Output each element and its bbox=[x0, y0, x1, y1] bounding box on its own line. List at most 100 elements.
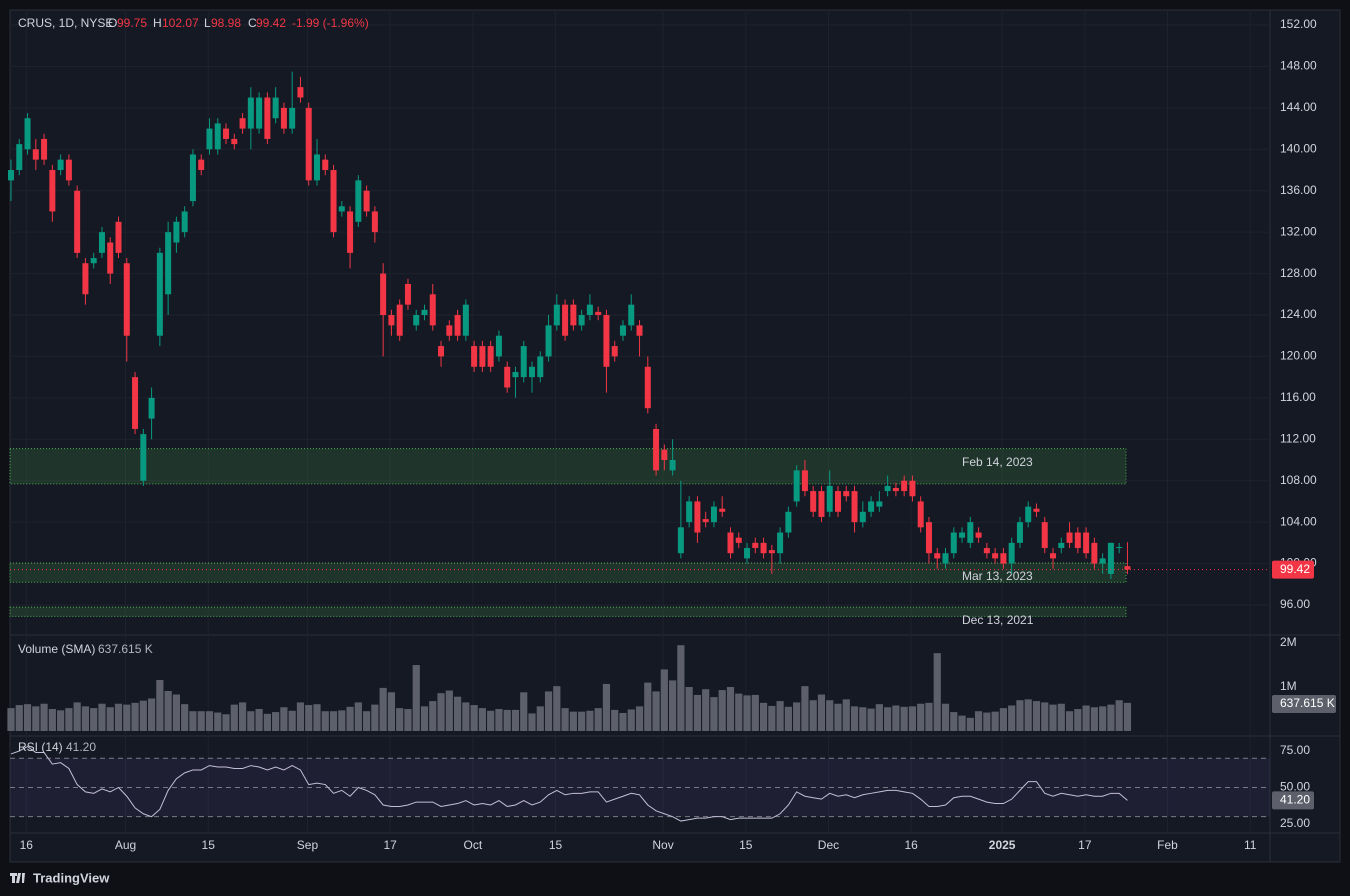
x-tick-label: Dec bbox=[818, 838, 839, 852]
candle-body bbox=[421, 309, 428, 316]
volume-bar bbox=[759, 702, 768, 731]
volume-bar bbox=[908, 706, 917, 731]
volume-bar bbox=[900, 706, 908, 731]
candle-body bbox=[471, 346, 478, 367]
volume-bar bbox=[999, 708, 1007, 731]
logo-icon bbox=[10, 873, 25, 883]
volume-bar bbox=[313, 704, 321, 731]
candle-body bbox=[347, 211, 354, 253]
candle-body bbox=[669, 460, 676, 471]
candle-body bbox=[975, 532, 982, 538]
y-tick-label: 136.00 bbox=[1280, 183, 1317, 197]
volume-bar bbox=[139, 700, 147, 731]
x-tick-label: Feb bbox=[1157, 838, 1178, 852]
volume-bar bbox=[578, 711, 586, 731]
volume-bar bbox=[801, 686, 809, 731]
volume-bar bbox=[941, 703, 950, 731]
volume-bar bbox=[544, 691, 553, 731]
y-tick-label: 108.00 bbox=[1280, 473, 1317, 487]
candle-body bbox=[313, 154, 320, 181]
volume-bar bbox=[15, 705, 23, 731]
candle-body bbox=[181, 211, 188, 233]
candle-body bbox=[876, 501, 883, 507]
volume-bar bbox=[181, 704, 189, 731]
y-tick-label: 25.00 bbox=[1280, 816, 1310, 830]
volume-bar bbox=[57, 710, 65, 731]
candle-body bbox=[8, 170, 14, 181]
candle-body bbox=[380, 273, 387, 316]
volume-bar bbox=[321, 711, 329, 731]
candle-body bbox=[777, 532, 784, 554]
volume-bar bbox=[48, 709, 56, 731]
volume-bar bbox=[685, 687, 693, 731]
volume-bar bbox=[702, 689, 710, 731]
rsi-line bbox=[10, 746, 1128, 822]
candle-body bbox=[752, 542, 759, 549]
candle-body bbox=[512, 371, 519, 378]
candle-body bbox=[272, 97, 279, 119]
candle-body bbox=[404, 283, 411, 305]
volume-bar bbox=[396, 708, 404, 731]
y-tick-label: 96.00 bbox=[1280, 597, 1310, 611]
volume-bar bbox=[917, 703, 925, 731]
volume-bar bbox=[735, 693, 743, 731]
volume-bar bbox=[669, 680, 677, 731]
volume-bar bbox=[1041, 702, 1049, 731]
volume-bar bbox=[776, 701, 784, 731]
volume-bar bbox=[586, 710, 594, 731]
candle-body bbox=[231, 138, 238, 145]
candle-body bbox=[454, 315, 461, 336]
volume-bar bbox=[884, 707, 892, 731]
volume-bar bbox=[429, 701, 437, 731]
candle-body bbox=[661, 449, 668, 461]
volume-bar bbox=[817, 694, 826, 731]
volume-bar bbox=[635, 706, 644, 731]
volume-bar bbox=[156, 679, 164, 731]
volume-bar bbox=[569, 711, 577, 731]
candle-body bbox=[198, 159, 205, 171]
volume-bar bbox=[933, 653, 941, 731]
candle-body bbox=[140, 434, 147, 481]
volume-bar bbox=[751, 694, 759, 731]
volume-bar bbox=[925, 702, 933, 731]
x-tick-label: 15 bbox=[739, 838, 753, 852]
volume-bar bbox=[875, 704, 883, 731]
x-tick-label: 17 bbox=[1078, 838, 1092, 852]
volume-bar bbox=[189, 711, 197, 731]
volume-bar bbox=[272, 712, 280, 731]
candle-body bbox=[553, 304, 560, 326]
volume-bar bbox=[412, 665, 420, 731]
volume-bar bbox=[1024, 699, 1032, 731]
candle-body bbox=[82, 263, 89, 295]
volume-bar bbox=[660, 669, 668, 731]
volume-bar bbox=[172, 694, 180, 731]
candle-body bbox=[843, 491, 850, 497]
candle-body bbox=[925, 522, 932, 554]
volume-bar bbox=[966, 717, 974, 731]
volume-bar bbox=[23, 704, 32, 731]
candle-body bbox=[214, 123, 221, 150]
candle-body bbox=[1033, 508, 1040, 512]
candle-body bbox=[495, 335, 502, 357]
candle-body bbox=[123, 263, 130, 336]
x-tick-label: 16 bbox=[20, 838, 34, 852]
volume-bar bbox=[1008, 705, 1016, 731]
volume-bar bbox=[65, 708, 73, 731]
volume-bar bbox=[238, 702, 247, 731]
candle-body bbox=[677, 527, 684, 554]
volume-bar bbox=[1074, 709, 1082, 731]
volume-bar bbox=[677, 645, 685, 731]
candle-body bbox=[363, 190, 370, 212]
candle-body bbox=[529, 366, 536, 378]
c-label: C bbox=[248, 16, 257, 30]
volume-bar bbox=[718, 690, 726, 731]
candle-body bbox=[760, 542, 767, 554]
volume-bar bbox=[983, 712, 991, 731]
x-tick-label: Nov bbox=[652, 838, 673, 852]
volume-bar bbox=[528, 713, 536, 731]
candle-body bbox=[132, 377, 139, 429]
volume-bar bbox=[354, 702, 362, 731]
volume-bar bbox=[710, 697, 718, 731]
candle-body bbox=[355, 180, 362, 222]
o-label: O bbox=[108, 16, 117, 30]
